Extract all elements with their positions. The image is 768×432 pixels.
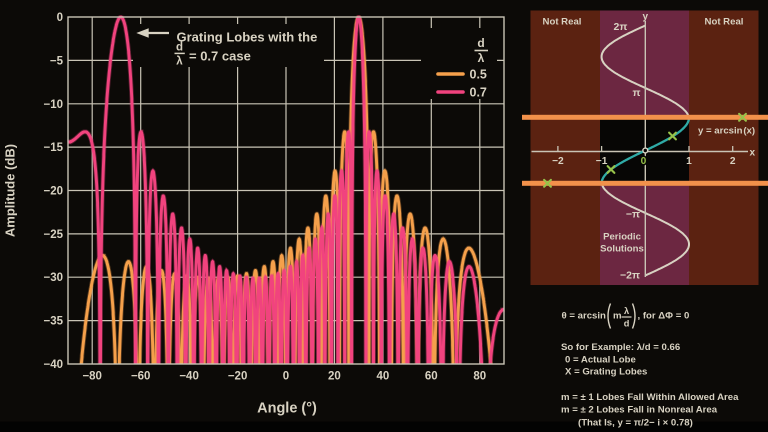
svg-text:λ: λ [478,51,485,65]
svg-text:−40: −40 [43,359,63,371]
svg-text:−π: −π [626,209,640,221]
svg-text:−10: −10 [43,99,63,111]
svg-text:2: 2 [730,156,736,167]
svg-text:(That Is, y = π/2− i × 0.78): (That Is, y = π/2− i × 0.78) [578,418,693,429]
svg-text:Angle (°): Angle (°) [257,401,317,417]
svg-text:Solutions: Solutions [600,244,644,255]
svg-text:m: m [613,311,622,322]
svg-text:m = ± 2 Lobes Fall in Nonreal: m = ± 2 Lobes Fall in Nonreal Area [561,405,718,416]
svg-text:20: 20 [328,371,341,383]
svg-text:−80: −80 [82,371,102,383]
svg-text:m = ± 1 Lobes Fall Within Allo: m = ± 1 Lobes Fall Within Allowed Area [561,392,739,403]
svg-text:0: 0 [283,371,289,383]
svg-text:θ = arcsin: θ = arcsin [562,311,607,322]
svg-text:1: 1 [686,156,692,167]
svg-text:−40: −40 [179,371,199,383]
svg-text:Periodic: Periodic [603,232,642,243]
svg-text:−2π: −2π [620,270,640,282]
svg-text:0: 0 [57,12,63,24]
svg-text:0.5: 0.5 [470,68,487,82]
svg-text:, for ΔΦ = 0: , for ΔΦ = 0 [638,311,690,322]
svg-text:−30: −30 [43,272,63,284]
svg-text:0: 0 [641,156,647,167]
svg-text:−15: −15 [43,142,63,154]
svg-text:0.7: 0.7 [470,86,487,100]
svg-text:−20: −20 [228,371,248,383]
svg-text:d: d [624,319,630,329]
svg-text:Grating Lobes with the: Grating Lobes with the [177,30,318,45]
svg-text:x: x [750,148,756,159]
svg-text:−35: −35 [43,316,63,328]
svg-text:λ: λ [176,56,183,68]
svg-text:X = Grating Lobes: X = Grating Lobes [565,367,647,378]
svg-text:Amplitude (dB): Amplitude (dB) [3,144,18,237]
svg-text:−20: −20 [43,186,63,198]
svg-text:= 0.7 case: = 0.7 case [189,49,251,64]
svg-text:y: y [643,12,649,23]
svg-text:λ: λ [624,306,629,316]
svg-text:−5: −5 [50,55,64,67]
svg-text:60: 60 [425,371,438,383]
svg-text:π: π [632,87,640,99]
svg-text:−60: −60 [131,371,151,383]
svg-text:d: d [176,42,183,54]
svg-text:y = arcsin (x): y = arcsin (x) [698,126,755,137]
svg-text:2π: 2π [614,21,628,33]
svg-text:So for Example: λ/d = 0.66: So for Example: λ/d = 0.66 [561,342,680,353]
svg-text:Not Real: Not Real [543,17,582,28]
svg-text:40: 40 [377,371,390,383]
svg-text:−2: −2 [552,156,564,167]
svg-text:0 = Actual Lobe: 0 = Actual Lobe [565,355,636,366]
svg-text:Not Real: Not Real [705,17,744,28]
svg-text:d: d [477,36,484,50]
svg-text:80: 80 [473,371,486,383]
svg-text:−25: −25 [43,229,63,241]
svg-text:−1: −1 [596,156,608,167]
